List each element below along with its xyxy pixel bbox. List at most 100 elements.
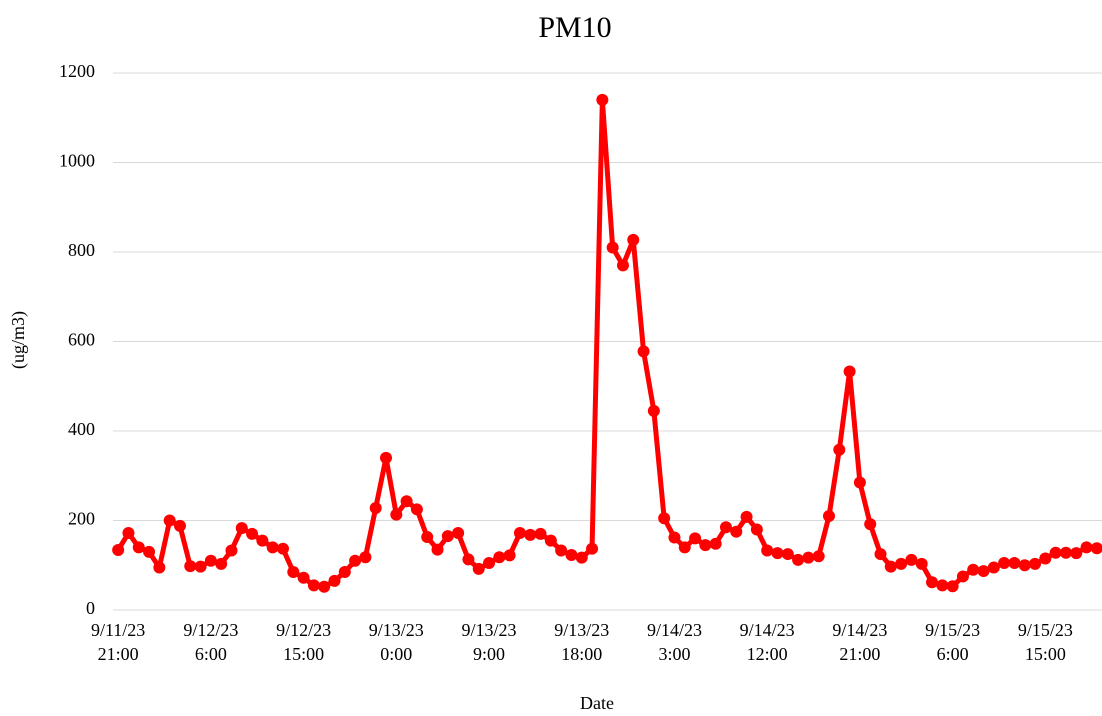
point bbox=[328, 574, 341, 587]
y-tick-label: 600 bbox=[68, 330, 95, 350]
point bbox=[513, 527, 526, 540]
point bbox=[276, 542, 289, 555]
point bbox=[153, 561, 166, 574]
point bbox=[1008, 557, 1021, 570]
point bbox=[709, 537, 722, 550]
point bbox=[616, 259, 629, 272]
point bbox=[256, 534, 269, 547]
point bbox=[606, 241, 619, 254]
point bbox=[431, 543, 444, 556]
x-tick-label: 9/11/23 21:00 bbox=[91, 620, 145, 664]
point bbox=[338, 565, 351, 578]
x-tick-label: 9/13/23 0:00 bbox=[369, 620, 424, 664]
line bbox=[116, 97, 1098, 590]
point bbox=[627, 233, 640, 246]
point bbox=[926, 576, 939, 589]
point bbox=[246, 527, 259, 540]
point bbox=[462, 553, 475, 566]
point bbox=[936, 579, 949, 592]
point bbox=[833, 443, 846, 456]
y-tick-label: 0 bbox=[86, 598, 95, 618]
point bbox=[1029, 557, 1042, 570]
point bbox=[493, 551, 506, 564]
point bbox=[544, 534, 557, 547]
point bbox=[565, 548, 578, 561]
chart-title: PM10 bbox=[538, 11, 611, 44]
point bbox=[946, 580, 959, 593]
point bbox=[163, 514, 176, 527]
point bbox=[812, 550, 825, 563]
point bbox=[802, 551, 815, 564]
point bbox=[204, 554, 217, 567]
point bbox=[225, 544, 238, 557]
y-tick-label: 1000 bbox=[59, 151, 95, 171]
point bbox=[483, 557, 496, 570]
x-tick-label: 9/14/23 12:00 bbox=[740, 620, 795, 664]
point bbox=[987, 561, 1000, 574]
x-tick-label: 9/15/23 15:00 bbox=[1018, 620, 1073, 664]
point bbox=[441, 530, 454, 543]
point bbox=[998, 557, 1011, 570]
x-tick-label: 9/14/23 3:00 bbox=[647, 620, 702, 664]
point bbox=[112, 544, 125, 557]
y-axis-label: (ug/m3) bbox=[8, 311, 29, 369]
point bbox=[637, 345, 650, 358]
x-tick-label: 9/12/23 6:00 bbox=[183, 620, 238, 664]
point bbox=[884, 560, 897, 573]
point bbox=[318, 580, 331, 593]
point bbox=[822, 510, 835, 523]
point bbox=[472, 562, 485, 575]
point bbox=[369, 501, 382, 514]
y-tick-label: 800 bbox=[68, 240, 95, 260]
point bbox=[266, 541, 279, 554]
point bbox=[524, 528, 537, 541]
point bbox=[596, 93, 609, 106]
point bbox=[380, 451, 393, 464]
x-tick-label: 9/14/23 21:00 bbox=[832, 620, 887, 664]
point bbox=[173, 519, 186, 532]
point bbox=[132, 541, 145, 554]
point bbox=[967, 563, 980, 576]
point bbox=[864, 518, 877, 531]
point bbox=[1018, 559, 1031, 572]
point bbox=[184, 560, 197, 573]
point bbox=[647, 404, 660, 417]
point bbox=[1070, 547, 1083, 560]
point bbox=[719, 521, 732, 534]
point bbox=[915, 557, 928, 570]
point bbox=[843, 365, 856, 378]
point bbox=[390, 508, 403, 521]
point bbox=[689, 532, 702, 545]
point bbox=[730, 525, 743, 538]
point bbox=[1090, 542, 1102, 555]
point bbox=[503, 549, 516, 562]
point bbox=[297, 571, 310, 584]
point bbox=[122, 527, 135, 540]
point bbox=[235, 522, 248, 535]
y-tick-label: 400 bbox=[68, 419, 95, 439]
x-tick-label: 9/12/23 15:00 bbox=[276, 620, 331, 664]
point bbox=[143, 545, 156, 558]
point bbox=[977, 565, 990, 578]
point bbox=[658, 512, 671, 525]
point bbox=[771, 547, 784, 560]
point bbox=[905, 553, 918, 566]
point bbox=[555, 544, 568, 557]
x-tick-label: 9/13/23 18:00 bbox=[554, 620, 609, 664]
x-axis-label: Date bbox=[580, 693, 614, 713]
point bbox=[410, 503, 423, 516]
y-tick-label: 200 bbox=[68, 509, 95, 529]
point bbox=[575, 551, 588, 564]
point bbox=[750, 523, 763, 536]
point bbox=[215, 557, 228, 570]
point bbox=[668, 531, 681, 544]
point bbox=[194, 560, 207, 573]
point bbox=[349, 554, 362, 567]
point bbox=[853, 476, 866, 489]
point bbox=[359, 551, 372, 564]
point bbox=[678, 541, 691, 554]
point bbox=[699, 539, 712, 552]
point bbox=[421, 531, 434, 544]
point bbox=[1039, 552, 1052, 565]
